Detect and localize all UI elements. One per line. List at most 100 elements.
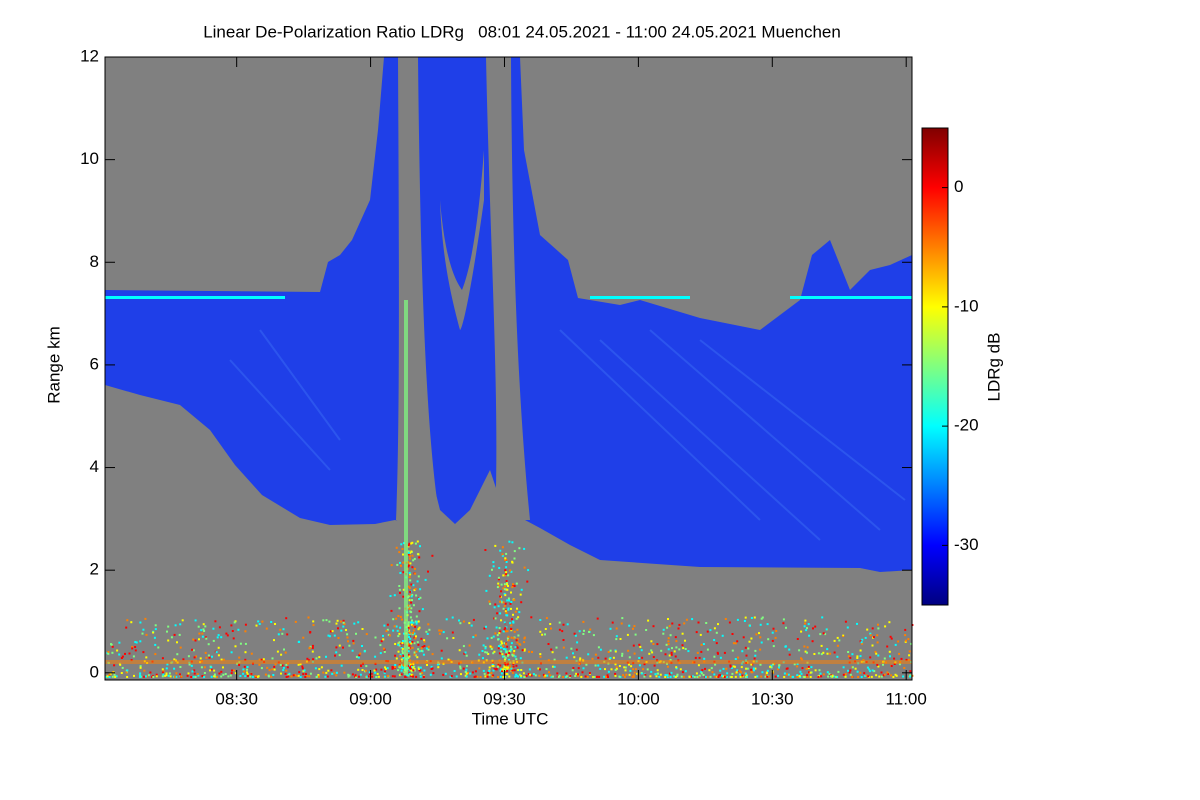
speckle xyxy=(247,674,249,677)
speckle xyxy=(513,669,516,672)
speckle xyxy=(167,674,170,677)
speckle xyxy=(401,665,404,668)
speckle xyxy=(364,669,367,672)
speckle xyxy=(119,663,122,666)
speckle xyxy=(804,622,806,625)
speckle xyxy=(200,629,203,632)
speckle xyxy=(368,671,371,674)
speckle xyxy=(857,676,860,678)
speckle xyxy=(409,579,412,582)
speckle xyxy=(506,645,509,648)
speckle xyxy=(607,676,609,678)
speckle xyxy=(532,673,535,676)
speckle xyxy=(420,637,423,640)
speckle xyxy=(904,634,907,637)
speckle xyxy=(110,643,112,646)
speckle xyxy=(436,663,439,666)
speckle xyxy=(509,622,512,625)
speckle xyxy=(272,674,275,676)
colorbar xyxy=(921,127,949,606)
speckle xyxy=(135,641,138,644)
speckle xyxy=(482,669,485,672)
speckle xyxy=(832,675,835,678)
speckle xyxy=(638,643,641,646)
speckle xyxy=(301,665,304,668)
speckle xyxy=(662,632,665,635)
speckle xyxy=(765,674,768,677)
speckle xyxy=(650,649,653,652)
speckle xyxy=(399,615,402,618)
speckle xyxy=(650,670,653,673)
speckle xyxy=(154,628,157,631)
speckle xyxy=(517,669,520,671)
speckle xyxy=(412,584,415,587)
speckle xyxy=(390,609,393,612)
speckle xyxy=(167,625,170,628)
speckle xyxy=(394,664,397,666)
speckle xyxy=(222,666,224,669)
speckle xyxy=(652,625,655,628)
speckle xyxy=(234,620,237,623)
speckle xyxy=(205,636,207,639)
speckle xyxy=(721,634,724,637)
speckle xyxy=(817,652,820,655)
speckle xyxy=(170,636,173,639)
speckle xyxy=(488,673,491,676)
speckle xyxy=(695,672,698,675)
speckle xyxy=(847,655,850,658)
speckle xyxy=(651,651,654,654)
speckle xyxy=(154,643,157,646)
speckle xyxy=(442,631,445,634)
speckle xyxy=(772,645,775,648)
speckle xyxy=(499,600,502,603)
speckle xyxy=(553,665,556,668)
speckle xyxy=(733,665,736,668)
speckle xyxy=(538,674,541,677)
speckle xyxy=(788,648,791,651)
speckle xyxy=(514,655,517,658)
speckle xyxy=(399,642,402,645)
speckle xyxy=(504,663,507,666)
speckle xyxy=(509,569,512,572)
speckle xyxy=(501,553,504,556)
speckle xyxy=(401,650,404,653)
speckle xyxy=(570,647,573,650)
speckle xyxy=(621,617,624,620)
speckle xyxy=(503,621,506,624)
speckle xyxy=(417,575,420,578)
speckle xyxy=(244,642,247,645)
speckle xyxy=(564,676,567,678)
speckle xyxy=(898,652,901,655)
speckle xyxy=(343,671,346,674)
speckle xyxy=(376,672,379,675)
speckle xyxy=(168,672,171,675)
speckle xyxy=(469,672,472,675)
speckle xyxy=(628,656,631,659)
speckle xyxy=(749,624,751,627)
speckle xyxy=(410,583,413,586)
speckle xyxy=(397,615,400,617)
speckle xyxy=(807,665,810,668)
speckle xyxy=(759,648,762,651)
speckle xyxy=(647,619,650,622)
speckle xyxy=(772,627,775,630)
speckle xyxy=(506,654,509,657)
speckle xyxy=(412,625,415,627)
speckle xyxy=(511,618,513,621)
y-tick-label: 8 xyxy=(90,252,99,271)
speckle xyxy=(578,630,581,633)
speckle xyxy=(501,653,504,656)
speckle xyxy=(826,652,829,655)
speckle xyxy=(262,658,265,661)
speckle xyxy=(347,675,350,678)
speckle xyxy=(502,630,505,633)
speckle xyxy=(418,556,421,559)
speckle xyxy=(498,567,501,569)
speckle xyxy=(503,642,506,645)
speckle xyxy=(615,666,618,669)
speckle xyxy=(312,658,315,661)
speckle xyxy=(395,617,398,620)
speckle xyxy=(821,616,824,619)
speckle xyxy=(531,651,533,653)
speckle xyxy=(523,648,526,651)
